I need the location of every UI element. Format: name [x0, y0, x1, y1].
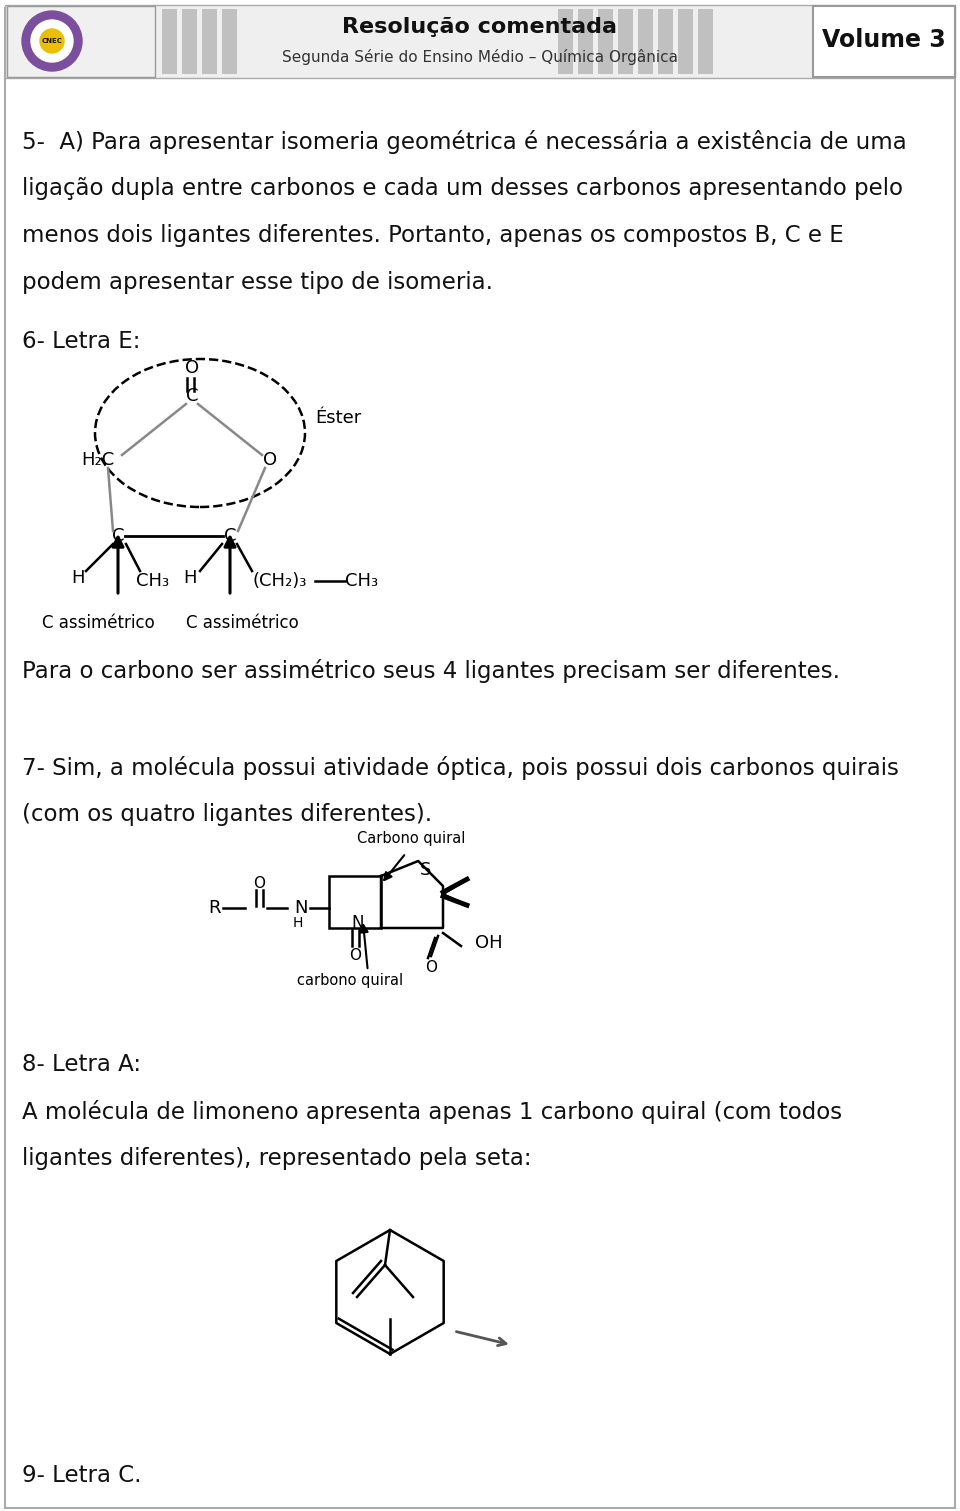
Text: N: N [295, 899, 308, 917]
Text: Para o carbono ser assimétrico seus 4 ligantes precisam ser diferentes.: Para o carbono ser assimétrico seus 4 li… [22, 659, 840, 683]
Text: menos dois ligantes diferentes. Portanto, apenas os compostos B, C e E: menos dois ligantes diferentes. Portanto… [22, 224, 844, 246]
Text: (CH₂)₃: (CH₂)₃ [252, 573, 307, 589]
Text: R: R [208, 899, 221, 917]
Bar [658, 9, 673, 74]
Bar [678, 9, 693, 74]
Text: C assimétrico: C assimétrico [41, 613, 155, 632]
Text: C: C [185, 387, 199, 405]
Bar [5, 5, 955, 79]
Text: OH: OH [475, 934, 503, 952]
Bar [329, 876, 381, 928]
Text: S: S [420, 861, 431, 879]
Text: Éster: Éster [315, 409, 361, 428]
Text: C assimétrico: C assimétrico [185, 613, 299, 632]
Text: O: O [349, 949, 361, 964]
Text: CNEC: CNEC [41, 38, 62, 44]
Bar [698, 9, 713, 74]
Text: O: O [185, 360, 199, 378]
Text: Carbono quiral: Carbono quiral [357, 831, 466, 846]
Bar [222, 9, 237, 74]
Bar [618, 9, 633, 74]
Circle shape [31, 20, 73, 62]
Text: ligantes diferentes), representado pela seta:: ligantes diferentes), representado pela … [22, 1147, 532, 1170]
Text: O: O [425, 961, 437, 976]
Text: 9- Letra C.: 9- Letra C. [22, 1464, 141, 1487]
Text: O: O [263, 450, 277, 468]
Text: H: H [293, 916, 303, 929]
Text: ligação dupla entre carbonos e cada um desses carbonos apresentando pelo: ligação dupla entre carbonos e cada um d… [22, 177, 903, 199]
Text: A molécula de limoneno apresenta apenas 1 carbono quiral (com todos: A molécula de limoneno apresenta apenas … [22, 1100, 842, 1124]
Bar [202, 9, 217, 74]
Text: H: H [71, 570, 84, 586]
Text: H₂C: H₂C [82, 450, 114, 468]
Bar [598, 9, 613, 74]
Text: Volume 3: Volume 3 [822, 29, 946, 51]
Text: 5-  A) Para apresentar isomeria geométrica é necessária a existência de uma: 5- A) Para apresentar isomeria geométric… [22, 130, 907, 154]
Text: 6- Letra E:: 6- Letra E: [22, 329, 140, 354]
Text: 7- Sim, a molécula possui atividade óptica, pois possui dois carbonos quirais: 7- Sim, a molécula possui atividade ópti… [22, 756, 899, 780]
Text: 8- Letra A:: 8- Letra A: [22, 1053, 141, 1076]
Text: CH₃: CH₃ [136, 573, 170, 589]
Circle shape [40, 29, 64, 53]
Text: (com os quatro ligantes diferentes).: (com os quatro ligantes diferentes). [22, 802, 432, 827]
Text: carbono quiral: carbono quiral [297, 973, 403, 988]
Bar [182, 9, 197, 74]
Text: C: C [224, 527, 236, 545]
Bar [813, 6, 955, 77]
Bar [578, 9, 593, 74]
Bar [7, 6, 155, 77]
Text: C: C [111, 527, 124, 545]
Text: N: N [351, 914, 364, 932]
Text: Resolução comentada: Resolução comentada [343, 17, 617, 36]
Text: CH₃: CH₃ [346, 573, 378, 589]
Bar [558, 9, 573, 74]
Text: Segunda Série do Ensino Médio – Química Orgânica: Segunda Série do Ensino Médio – Química … [282, 48, 678, 65]
Text: O: O [253, 875, 265, 890]
Text: H: H [183, 570, 197, 586]
Bar [638, 9, 653, 74]
Bar [162, 9, 177, 74]
Text: podem apresentar esse tipo de isomeria.: podem apresentar esse tipo de isomeria. [22, 270, 493, 295]
Circle shape [22, 11, 82, 71]
